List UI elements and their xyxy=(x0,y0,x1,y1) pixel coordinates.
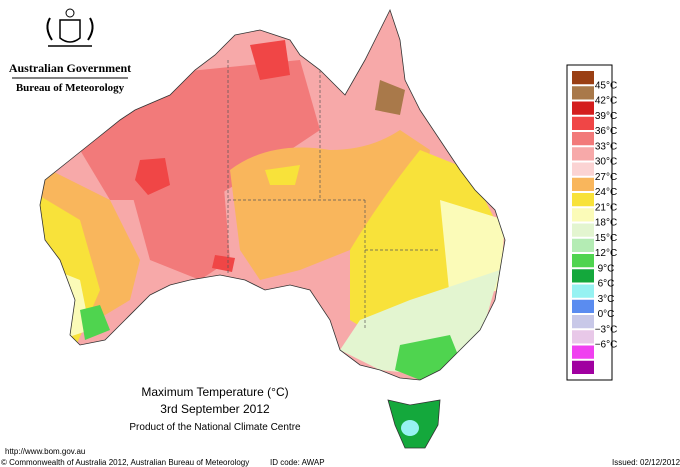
legend-label: 24°C xyxy=(595,187,617,198)
legend: 45°C 42°C 39°C 36°C 33°C 30°C 27°C 24°C 21°C 18°C… xyxy=(572,71,617,374)
legend-swatch xyxy=(572,147,594,161)
legend-swatch xyxy=(572,86,594,100)
legend-label: 9°C xyxy=(598,263,615,274)
legend-label: 45°C xyxy=(595,80,617,91)
legend-swatch xyxy=(572,132,594,146)
map-title: Maximum Temperature (°C) xyxy=(141,385,288,399)
legend-swatch xyxy=(572,269,594,283)
legend-swatch xyxy=(572,116,594,130)
legend-label: 15°C xyxy=(595,233,617,244)
legend-label: 21°C xyxy=(595,202,617,213)
coastline xyxy=(39,8,506,381)
legend-swatch xyxy=(572,71,594,85)
legend-box xyxy=(566,64,613,381)
legend-swatch xyxy=(572,101,594,115)
legend-label: 33°C xyxy=(595,141,617,152)
state-borders xyxy=(227,60,440,330)
legend-swatch xyxy=(572,177,594,191)
government: Australian Government xyxy=(9,61,131,75)
footer-id: ID code: AWAP xyxy=(270,458,325,467)
legend-label: 39°C xyxy=(595,111,617,122)
legend-swatch xyxy=(572,193,594,207)
footer-issued: Issued: 02/12/2012 xyxy=(612,458,680,467)
legend-swatch xyxy=(572,299,594,313)
legend-swatch xyxy=(572,330,594,344)
legend-label: 36°C xyxy=(595,126,617,137)
legend-swatch xyxy=(572,345,594,359)
footer-url: http://www.bom.gov.au xyxy=(5,447,85,456)
legend-label: 30°C xyxy=(595,157,617,168)
legend-swatch xyxy=(572,223,594,237)
legend-label: 6°C xyxy=(598,279,615,290)
map-product: Product of the National Climate Centre xyxy=(129,422,301,433)
legend-label: −3°C xyxy=(595,324,618,335)
map-date: 3rd September 2012 xyxy=(160,402,270,416)
legend-label: 27°C xyxy=(595,172,617,183)
legend-swatch xyxy=(572,360,594,374)
legend-swatch xyxy=(572,162,594,176)
crest xyxy=(46,8,94,47)
legend-swatch xyxy=(572,238,594,252)
legend-swatch xyxy=(572,254,594,268)
legend-swatch xyxy=(572,315,594,329)
bureau: Bureau of Meteorology xyxy=(16,82,125,94)
legend-label: 18°C xyxy=(595,218,617,229)
legend-label: 0°C xyxy=(598,309,615,320)
legend-swatch xyxy=(572,208,594,222)
legend-label: 42°C xyxy=(595,96,617,107)
legend-swatch xyxy=(572,284,594,298)
tasmania-coast xyxy=(387,399,441,449)
legend-label: −6°C xyxy=(595,340,618,351)
legend-label: 3°C xyxy=(598,294,615,305)
footer-copyright: © Commonwealth of Australia 2012, Austra… xyxy=(1,458,249,467)
legend-label: 12°C xyxy=(595,248,617,259)
